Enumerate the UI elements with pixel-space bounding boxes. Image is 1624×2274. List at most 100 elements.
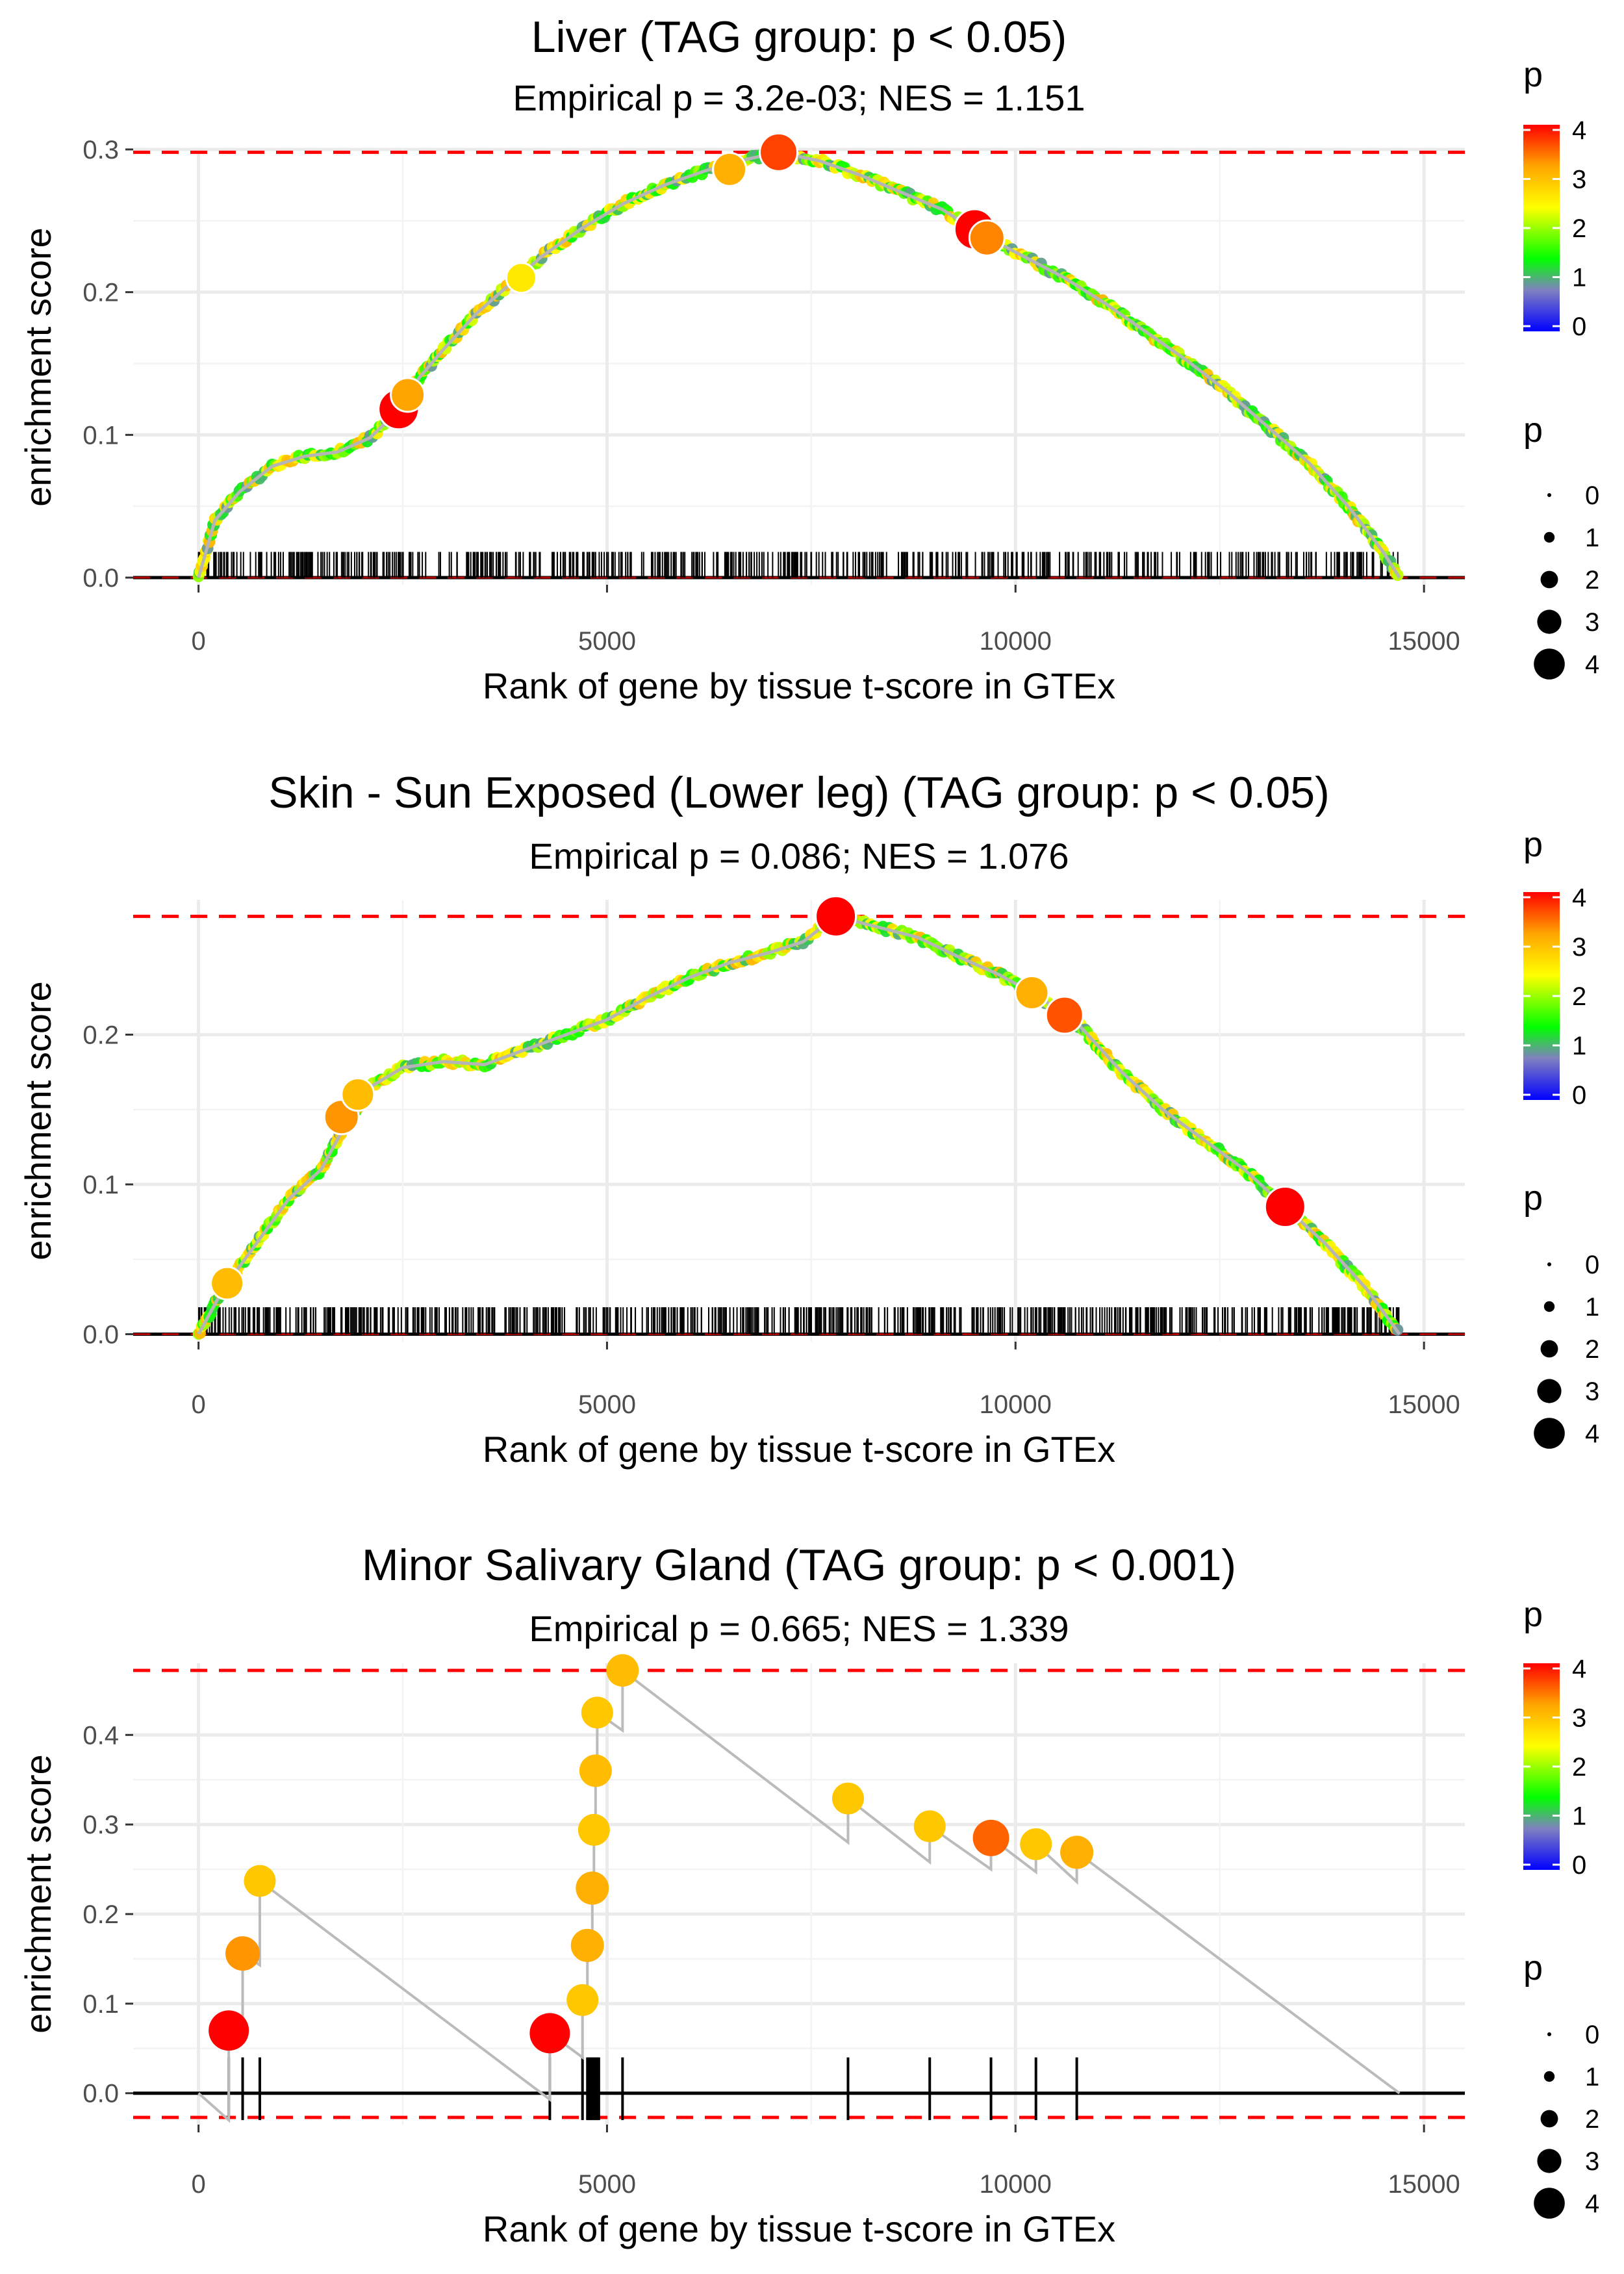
hit-point <box>606 1654 639 1687</box>
size-legend-label: 0 <box>1585 1251 1599 1279</box>
hit-point <box>210 1266 245 1301</box>
hit-point <box>570 1928 604 1962</box>
size-legend-label: 4 <box>1585 650 1599 679</box>
y-tick-label: 0.2 <box>82 279 119 307</box>
hit-point <box>759 132 799 172</box>
y-tick-label: 0.2 <box>82 1021 119 1049</box>
x-tick-label: 10000 <box>980 2170 1052 2199</box>
size-legend-dot <box>1534 648 1565 680</box>
size-legend-dot <box>1537 609 1562 634</box>
x-tick-label: 0 <box>191 627 205 656</box>
hit-point <box>390 377 426 413</box>
chart-panel-2: Skin - Sun Exposed (Lower leg) (TAG grou… <box>18 768 1599 1470</box>
color-legend-label: 2 <box>1572 982 1586 1011</box>
hit-point <box>577 1813 610 1846</box>
size-legend-label: 2 <box>1585 2105 1599 2134</box>
y-axis-label: enrichment score <box>18 227 58 507</box>
color-legend-label: 0 <box>1572 313 1586 341</box>
color-legend-label: 1 <box>1572 1802 1586 1831</box>
enrichment-curve <box>192 909 1404 1340</box>
size-legend-label: 1 <box>1585 524 1599 552</box>
size-legend-label: 2 <box>1585 566 1599 594</box>
color-legend-label: 4 <box>1572 884 1586 912</box>
size-legend-label: 3 <box>1585 2147 1599 2176</box>
color-legend-label: 3 <box>1572 1704 1586 1733</box>
x-tick-label: 5000 <box>578 2170 636 2199</box>
color-legend-title: p <box>1523 1595 1543 1634</box>
y-tick-label: 0.2 <box>82 1900 119 1929</box>
y-gridlines <box>133 147 1465 580</box>
size-legend-dot <box>1537 2149 1562 2173</box>
y-tick-label: 0.1 <box>82 421 119 450</box>
size-legend-title: p <box>1523 1948 1543 1987</box>
size-legend-title: p <box>1523 411 1543 450</box>
x-gridlines <box>197 1663 1426 2125</box>
hit-point <box>712 151 748 187</box>
hit-points <box>377 132 1006 431</box>
hit-point <box>1014 975 1050 1010</box>
x-axis-label: Rank of gene by tissue t-score in GTEx <box>483 1429 1115 1470</box>
chart-title: Skin - Sun Exposed (Lower leg) (TAG grou… <box>268 768 1329 817</box>
color-legend-title: p <box>1523 825 1543 864</box>
hit-point <box>913 1810 946 1843</box>
hit-point <box>579 1754 612 1787</box>
size-legend-dot <box>1543 531 1555 543</box>
y-gridlines <box>133 1733 1465 2095</box>
size-legend-dot <box>1543 2071 1555 2082</box>
chart-panel-3: Minor Salivary Gland (TAG group: p < 0.0… <box>18 1540 1599 2249</box>
size-legend-dot <box>1540 2110 1558 2128</box>
x-tick-label: 0 <box>191 1390 205 1419</box>
hit-point <box>968 219 1006 257</box>
size-legend-label: 3 <box>1585 1377 1599 1406</box>
size-legend-label: 0 <box>1585 481 1599 510</box>
hit-point <box>1020 1828 1052 1860</box>
hit-point <box>340 1077 375 1112</box>
hit-points <box>210 895 1306 1301</box>
x-axis-label: Rank of gene by tissue t-score in GTEx <box>483 665 1115 706</box>
hit-point <box>529 2013 570 2054</box>
color-legend-label: 4 <box>1572 116 1586 145</box>
y-tick-label: 0.1 <box>82 1990 119 2019</box>
size-legend-label: 4 <box>1585 2190 1599 2218</box>
size-legend-label: 1 <box>1585 2063 1599 2091</box>
chart-panel-1: Liver (TAG group: p < 0.05) Empirical p =… <box>18 12 1599 706</box>
curve-line <box>197 150 1401 579</box>
y-tick-label: 0.0 <box>82 564 119 593</box>
size-legend-label: 4 <box>1585 1420 1599 1448</box>
y-tick-label: 0.3 <box>82 1811 119 1839</box>
color-legend-label: 0 <box>1572 1851 1586 1880</box>
x-gridlines <box>197 149 1426 585</box>
x-tick-label: 0 <box>191 2170 205 2199</box>
hit-point <box>505 262 537 294</box>
size-legend-dot <box>1540 1340 1558 1358</box>
hit-point <box>209 2010 249 2051</box>
hit-point <box>225 1936 260 1971</box>
x-tick-label: 15000 <box>1388 1390 1460 1419</box>
color-legend-label: 1 <box>1572 264 1586 292</box>
hit-point <box>815 895 857 938</box>
y-tick-label: 0.0 <box>82 1320 119 1349</box>
x-tick-label: 5000 <box>578 627 636 656</box>
x-gridlines <box>197 900 1426 1342</box>
color-legend-label: 3 <box>1572 166 1586 194</box>
hit-point <box>831 1782 864 1815</box>
hit-point <box>972 1819 1009 1856</box>
color-legend-label: 4 <box>1572 1655 1586 1683</box>
hit-point <box>244 1865 276 1897</box>
size-legend-dot <box>1537 1379 1562 1403</box>
chart-title: Minor Salivary Gland (TAG group: p < 0.0… <box>362 1540 1236 1590</box>
y-axis-label: enrichment score <box>18 1754 58 2034</box>
gene-rug <box>197 552 1399 578</box>
size-legend-dot <box>1534 1418 1565 1449</box>
chart-subtitle: Empirical p = 3.2e-03; NES = 1.151 <box>513 77 1085 118</box>
hit-point <box>1045 995 1084 1035</box>
size-legend-label: 2 <box>1585 1335 1599 1364</box>
size-legend-title: p <box>1523 1179 1543 1218</box>
y-axis-label: enrichment score <box>18 981 58 1260</box>
hit-point <box>1060 1835 1094 1869</box>
size-legend-dot <box>1540 570 1558 589</box>
x-tick-label: 10000 <box>980 1390 1052 1419</box>
